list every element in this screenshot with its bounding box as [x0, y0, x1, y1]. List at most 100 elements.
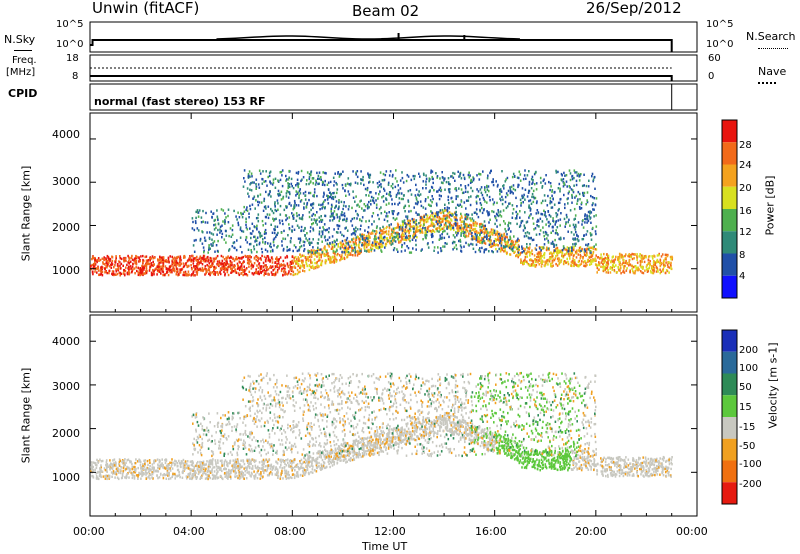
echo-point	[474, 211, 477, 214]
echo-point	[535, 212, 538, 215]
echo-point	[391, 230, 394, 234]
echo-point	[429, 204, 431, 207]
echo-point	[286, 264, 289, 267]
echo-point	[413, 236, 415, 239]
echo-point	[467, 173, 470, 177]
echo-point	[577, 198, 579, 201]
echo-point	[239, 228, 242, 231]
power-panel-frame	[89, 112, 698, 313]
echo-point	[430, 218, 432, 221]
echo-point	[634, 265, 637, 268]
echo-point	[344, 246, 346, 250]
echo-point	[303, 244, 305, 247]
echo-point	[383, 189, 386, 192]
echo-point	[283, 270, 285, 273]
echo-point	[638, 255, 640, 258]
echo-point	[454, 218, 457, 221]
echo-point	[145, 268, 148, 271]
echo-point	[291, 255, 294, 259]
echo-point	[586, 214, 588, 217]
echo-point	[400, 226, 402, 229]
echo-point	[607, 260, 609, 263]
echo-point	[453, 246, 456, 249]
echo-point	[359, 233, 361, 236]
echo-point	[548, 257, 551, 261]
echo-point	[277, 208, 279, 211]
echo-point	[463, 201, 466, 204]
echo-point	[495, 243, 497, 247]
echo-point	[500, 244, 503, 247]
echo-point	[367, 243, 369, 247]
echo-point	[351, 238, 353, 241]
echo-point	[203, 260, 206, 263]
echo-point	[185, 463, 188, 466]
echo-point	[296, 260, 298, 263]
echo-point	[216, 263, 218, 266]
echo-point	[614, 258, 617, 261]
echo-point	[456, 219, 458, 222]
echo-point	[260, 265, 263, 268]
echo-point	[521, 251, 523, 254]
echo-point	[263, 273, 265, 277]
power-scatter	[90, 169, 674, 277]
echo-point	[247, 174, 250, 177]
echo-point	[323, 228, 325, 231]
echo-point	[340, 243, 342, 246]
echo-point	[298, 196, 300, 200]
echo-point	[267, 259, 269, 262]
echo-point	[429, 199, 432, 202]
echo-point	[594, 259, 597, 263]
echo-point	[403, 205, 406, 209]
echo-point	[534, 265, 537, 268]
echo-point	[438, 197, 441, 201]
echo-point	[403, 242, 406, 245]
echo-point	[588, 256, 591, 259]
echo-point	[425, 174, 427, 177]
echo-point	[299, 246, 301, 249]
echo-point	[310, 241, 313, 244]
echo-point	[593, 461, 595, 464]
echo-point	[446, 216, 448, 219]
echo-point	[464, 231, 466, 234]
echo-point	[438, 230, 440, 233]
echo-point	[590, 246, 593, 249]
echo-point	[480, 239, 482, 242]
echo-point	[526, 261, 529, 265]
freq-panel-frame	[89, 54, 698, 82]
echo-point	[374, 245, 377, 249]
echo-point	[321, 218, 324, 222]
echo-point	[454, 179, 456, 182]
echo-point	[405, 226, 408, 229]
echo-point	[181, 267, 184, 270]
echo-point	[105, 261, 108, 264]
echo-point	[628, 261, 630, 264]
echo-point	[288, 202, 290, 206]
echo-point	[168, 261, 170, 264]
echo-point	[264, 242, 266, 245]
echo-point	[288, 169, 290, 173]
echo-point	[566, 216, 568, 219]
echo-point	[549, 202, 551, 205]
echo-point	[232, 270, 235, 273]
echo-point	[497, 211, 500, 214]
echo-point	[641, 260, 643, 263]
echo-point	[509, 191, 512, 195]
echo-point	[248, 260, 250, 263]
echo-point	[157, 265, 159, 268]
echo-point	[190, 264, 192, 267]
echo-point	[484, 444, 487, 447]
echo-point	[555, 212, 557, 215]
echo-point	[214, 271, 216, 274]
echo-point	[408, 224, 411, 227]
echo-point	[162, 268, 164, 271]
echo-point	[636, 258, 638, 261]
echo-point	[365, 234, 368, 238]
echo-point	[431, 195, 433, 198]
echo-point	[309, 243, 311, 246]
echo-point	[553, 249, 556, 252]
echo-point	[267, 268, 270, 271]
echo-point	[328, 255, 331, 258]
echo-point	[349, 252, 351, 255]
echo-point	[394, 177, 397, 180]
echo-point	[261, 219, 264, 223]
